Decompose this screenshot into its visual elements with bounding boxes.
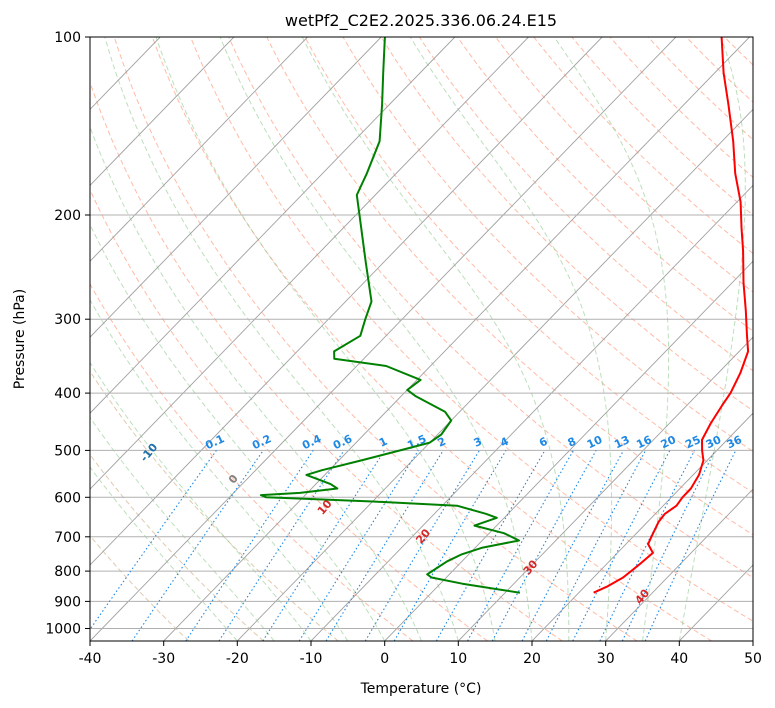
dry-adiabat-line xyxy=(113,37,638,641)
y-tick-label: 100 xyxy=(54,30,81,46)
plot-area: -100-90-80-70-60-50-40-30-20-10010203040… xyxy=(90,37,753,641)
isotherm-line xyxy=(163,37,750,641)
isobars xyxy=(90,37,753,629)
isotherm-line xyxy=(384,260,753,641)
isotherm-line xyxy=(90,37,308,262)
y-tick-label: 500 xyxy=(54,443,81,459)
dewpoint-profile xyxy=(260,37,521,594)
dry-adiabat-line xyxy=(494,37,753,293)
isotherm-line xyxy=(90,37,603,566)
mixing-ratio-label: 16 xyxy=(634,433,654,451)
moist-adiabat-line xyxy=(409,37,613,641)
dry-adiabat-line xyxy=(418,37,753,372)
y-axis: 100 200 300 400 500 600 700 800 900 1000 xyxy=(45,30,90,638)
moist-adiabat-line xyxy=(90,466,238,641)
temperature-profile xyxy=(593,37,750,594)
isotherms xyxy=(90,37,753,641)
y-tick-label: 800 xyxy=(54,564,81,580)
y-tick-label: 300 xyxy=(54,312,81,328)
mixing-ratio-line xyxy=(491,450,597,641)
dry-adiabats xyxy=(90,37,753,641)
isotherm-line xyxy=(90,37,529,490)
mixing-ratio-label: 30 xyxy=(704,433,724,451)
dry-adiabat-line xyxy=(380,37,753,412)
moist-adiabat-line xyxy=(678,37,746,641)
y-tick-label: 400 xyxy=(54,386,81,402)
isotherm-line xyxy=(90,37,677,641)
x-tick-label: 40 xyxy=(670,651,688,667)
x-tick-label: 20 xyxy=(523,651,541,667)
dry-adiabat-line xyxy=(151,37,712,641)
y-tick-label: 600 xyxy=(54,490,81,506)
x-tick-label: -40 xyxy=(79,651,102,667)
mixing-ratio-label: 36 xyxy=(725,433,745,451)
isotherm-line xyxy=(90,37,456,414)
moist-adiabat-line xyxy=(90,416,275,641)
dry-adiabat-line xyxy=(266,37,753,536)
x-tick-label: 10 xyxy=(449,651,467,667)
dry-adiabat-line xyxy=(90,453,264,641)
dry-adiabat-line xyxy=(90,534,190,641)
x-tick-label: 0 xyxy=(380,651,389,667)
moist-adiabat-line xyxy=(155,37,496,641)
moist-adiabat-line xyxy=(301,37,570,641)
y-tick-label: 200 xyxy=(54,208,81,224)
isotherm-line xyxy=(90,37,235,186)
x-axis: -40 -30 -20 -10 0 10 20 30 40 50 xyxy=(79,641,762,667)
mixing-ratio-line xyxy=(435,450,546,641)
isotherm-line xyxy=(90,37,382,338)
y-tick-label: 1000 xyxy=(45,622,81,638)
mixing-ratio-label: 13 xyxy=(612,433,631,451)
mixing-ratio-line xyxy=(90,450,217,631)
y-tick-label: 900 xyxy=(54,594,81,610)
dry-adiabat-line xyxy=(228,37,753,579)
moist-adiabats xyxy=(90,37,746,641)
moist-adiabat-line xyxy=(90,125,422,641)
isotherm-line xyxy=(605,488,753,641)
x-tick-label: -30 xyxy=(152,651,175,667)
mixing-ratio-label: 10 xyxy=(585,433,605,451)
dry-adiabat-line xyxy=(90,370,339,641)
isotherm-line xyxy=(531,412,753,641)
mixing-ratio-line xyxy=(325,450,444,641)
dry-adiabat-line xyxy=(304,37,753,494)
isotherm-line xyxy=(457,336,753,641)
mixing-ratio-label: 25 xyxy=(683,433,702,451)
x-tick-label: -20 xyxy=(226,651,249,667)
dry-adiabat-line xyxy=(189,37,753,622)
dry-adiabat-line xyxy=(90,188,488,641)
mixing-ratio-line xyxy=(572,450,671,641)
profiles xyxy=(260,37,750,594)
plot-frame xyxy=(89,36,754,642)
mixing-ratio-line xyxy=(599,450,695,641)
moist-adiabat-line xyxy=(553,37,670,641)
moist-adiabat-line xyxy=(104,37,459,641)
moist-adiabat-line xyxy=(90,361,312,641)
x-axis-label: Temperature (°C) xyxy=(360,681,482,697)
isotherm-line xyxy=(310,184,753,641)
y-tick-label: 700 xyxy=(54,530,81,546)
mixing-ratio-line xyxy=(218,450,345,641)
y-axis-label: Pressure (hPa) xyxy=(12,289,28,389)
x-tick-label: -10 xyxy=(300,651,323,667)
chart-title: wetPf2_C2E2.2025.336.06.24.E15 xyxy=(285,11,557,31)
moist-adiabat-line xyxy=(90,223,386,641)
moist-adiabat-line xyxy=(90,298,349,641)
mixing-ratio-line xyxy=(131,450,264,641)
mixing-ratio-line xyxy=(467,450,574,641)
dry-adiabat-line xyxy=(90,80,563,641)
mixing-ratio-label: 20 xyxy=(659,433,679,451)
x-tick-label: 50 xyxy=(744,651,762,667)
isotherm-line xyxy=(236,108,753,641)
mixing-ratio-line xyxy=(262,450,386,641)
x-tick-label: 30 xyxy=(597,651,615,667)
